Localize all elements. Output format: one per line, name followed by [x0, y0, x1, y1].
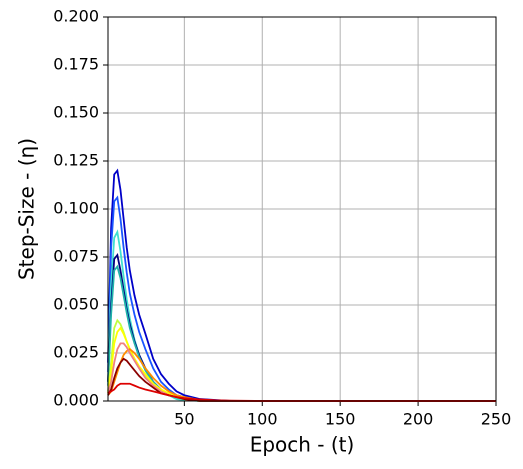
x-tick-label: 100 [247, 410, 278, 429]
x-tick-label: 250 [481, 410, 512, 429]
series-line [107, 195, 496, 402]
series-line [107, 253, 496, 402]
y-tick-label: 0.175 [53, 55, 99, 74]
y-tick-label: 0.000 [53, 391, 99, 410]
series-line [107, 168, 496, 402]
y-tick-label: 0.150 [53, 103, 99, 122]
x-tick-label: 150 [325, 410, 356, 429]
y-axis-label: Step-Size - (η) [15, 138, 39, 280]
y-tick-label: 0.200 [53, 7, 99, 26]
y-tick-label: 0.100 [53, 199, 99, 218]
y-tick-label: 0.025 [53, 343, 99, 362]
y-tick-label: 0.125 [53, 151, 99, 170]
x-tick-label: 200 [403, 410, 434, 429]
plot-frame [107, 16, 497, 402]
y-tick-label: 0.075 [53, 247, 99, 266]
x-tick-label: 50 [174, 410, 194, 429]
y-tick-label: 0.050 [53, 295, 99, 314]
x-axis-label: Epoch - (t) [250, 433, 355, 457]
